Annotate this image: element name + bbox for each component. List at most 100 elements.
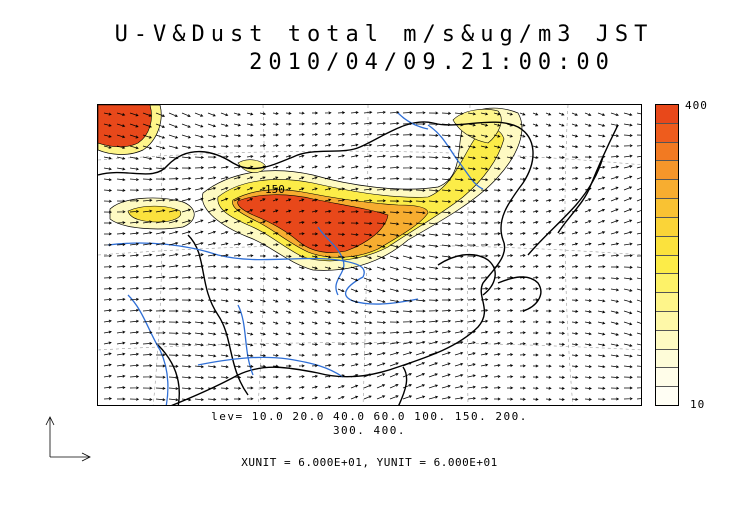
wind-vector bbox=[324, 288, 332, 292]
wind-vector bbox=[636, 398, 641, 400]
wind-vector bbox=[142, 275, 153, 279]
wind-vector bbox=[350, 352, 359, 356]
wind-vector bbox=[428, 111, 439, 115]
wind-vector bbox=[571, 166, 579, 170]
wind-vector bbox=[532, 145, 539, 149]
wind-vector bbox=[298, 321, 305, 325]
wind-vector bbox=[363, 244, 373, 248]
wind-vector bbox=[506, 156, 514, 160]
wind-vector bbox=[129, 209, 140, 213]
wind-vector bbox=[597, 265, 606, 269]
wind-vector bbox=[194, 321, 204, 325]
wind-vector bbox=[415, 395, 426, 400]
wind-vector bbox=[116, 330, 126, 334]
wind-vector bbox=[493, 134, 501, 138]
wind-vector bbox=[194, 241, 204, 246]
wind-vector bbox=[363, 299, 373, 304]
wind-vector bbox=[168, 219, 179, 224]
wind-vector bbox=[155, 275, 166, 279]
wind-vector bbox=[207, 155, 217, 159]
wind-vector bbox=[246, 176, 254, 180]
wind-vector bbox=[480, 308, 489, 312]
wind-vector bbox=[623, 332, 633, 337]
wind-vector bbox=[285, 254, 292, 258]
wind-vector bbox=[428, 395, 439, 400]
wind-vector bbox=[441, 266, 452, 270]
wind-vector bbox=[467, 385, 476, 389]
wind-vector bbox=[467, 308, 477, 312]
wind-vector bbox=[376, 222, 386, 226]
wind-vector bbox=[376, 110, 386, 114]
wind-vector bbox=[337, 165, 345, 169]
wind-vector bbox=[558, 198, 565, 202]
wind-vector bbox=[506, 287, 514, 291]
wind-vector bbox=[298, 343, 305, 346]
wind-vector bbox=[636, 198, 641, 202]
wind-vector bbox=[168, 198, 179, 202]
wind-vector bbox=[402, 222, 413, 226]
wind-vector bbox=[519, 188, 526, 192]
wind-vector bbox=[181, 176, 192, 180]
wind-vector bbox=[467, 123, 476, 127]
wind-vector bbox=[272, 154, 279, 158]
wind-vector bbox=[207, 165, 217, 169]
wind-vector bbox=[402, 266, 413, 271]
wind-vector bbox=[493, 265, 501, 269]
wind-vector bbox=[103, 254, 113, 258]
wind-vector bbox=[558, 353, 566, 357]
wind-vector bbox=[298, 332, 305, 336]
wind-vector bbox=[272, 386, 279, 390]
wind-vector bbox=[558, 298, 566, 302]
wind-vector bbox=[493, 374, 501, 378]
wind-vector bbox=[142, 264, 153, 268]
wind-vector bbox=[234, 265, 242, 269]
wind-vector bbox=[142, 319, 153, 323]
wind-vector bbox=[467, 374, 476, 378]
wind-vector bbox=[181, 187, 192, 191]
wind-vector bbox=[233, 134, 242, 138]
wind-vector bbox=[532, 298, 539, 302]
wind-vector bbox=[454, 373, 464, 378]
wind-vector bbox=[246, 288, 254, 292]
wind-vector bbox=[181, 219, 191, 224]
wind-vector bbox=[545, 331, 552, 335]
wind-vector bbox=[103, 341, 112, 345]
wind-vector bbox=[285, 243, 292, 247]
wind-vector bbox=[402, 133, 413, 137]
wind-vector bbox=[597, 397, 606, 401]
wind-vector bbox=[272, 343, 279, 347]
wind-vector bbox=[155, 331, 166, 335]
wind-vector bbox=[623, 321, 633, 326]
wind-vector bbox=[285, 386, 292, 390]
wind-vector bbox=[207, 287, 217, 291]
wind-vector bbox=[246, 198, 254, 202]
wind-vector bbox=[415, 200, 426, 204]
wind-vector bbox=[506, 375, 514, 379]
wind-vector bbox=[298, 310, 305, 314]
wind-vector bbox=[636, 277, 641, 280]
wind-vector bbox=[610, 165, 620, 169]
wind-vector bbox=[194, 343, 204, 347]
wind-vector bbox=[259, 397, 267, 401]
wind-vector bbox=[311, 154, 318, 158]
wind-vector bbox=[116, 275, 126, 279]
wind-vector bbox=[415, 155, 426, 159]
wind-vector bbox=[207, 332, 217, 336]
wind-vector bbox=[402, 211, 413, 215]
wind-vector bbox=[129, 297, 140, 301]
wind-vector bbox=[506, 298, 514, 302]
wind-vector bbox=[545, 112, 552, 116]
wind-vector bbox=[455, 287, 464, 291]
wind-vector bbox=[506, 331, 514, 335]
wind-vector bbox=[506, 265, 514, 269]
wind-vector bbox=[272, 375, 279, 379]
wind-vector bbox=[272, 266, 279, 269]
wind-vector bbox=[584, 376, 592, 379]
wind-vector bbox=[168, 398, 179, 402]
wind-vector bbox=[480, 330, 489, 334]
wind-vector bbox=[636, 177, 641, 180]
wind-vector bbox=[623, 165, 633, 169]
wind-vector bbox=[363, 233, 373, 237]
wind-vector bbox=[181, 321, 192, 325]
wind-vector bbox=[506, 123, 513, 127]
